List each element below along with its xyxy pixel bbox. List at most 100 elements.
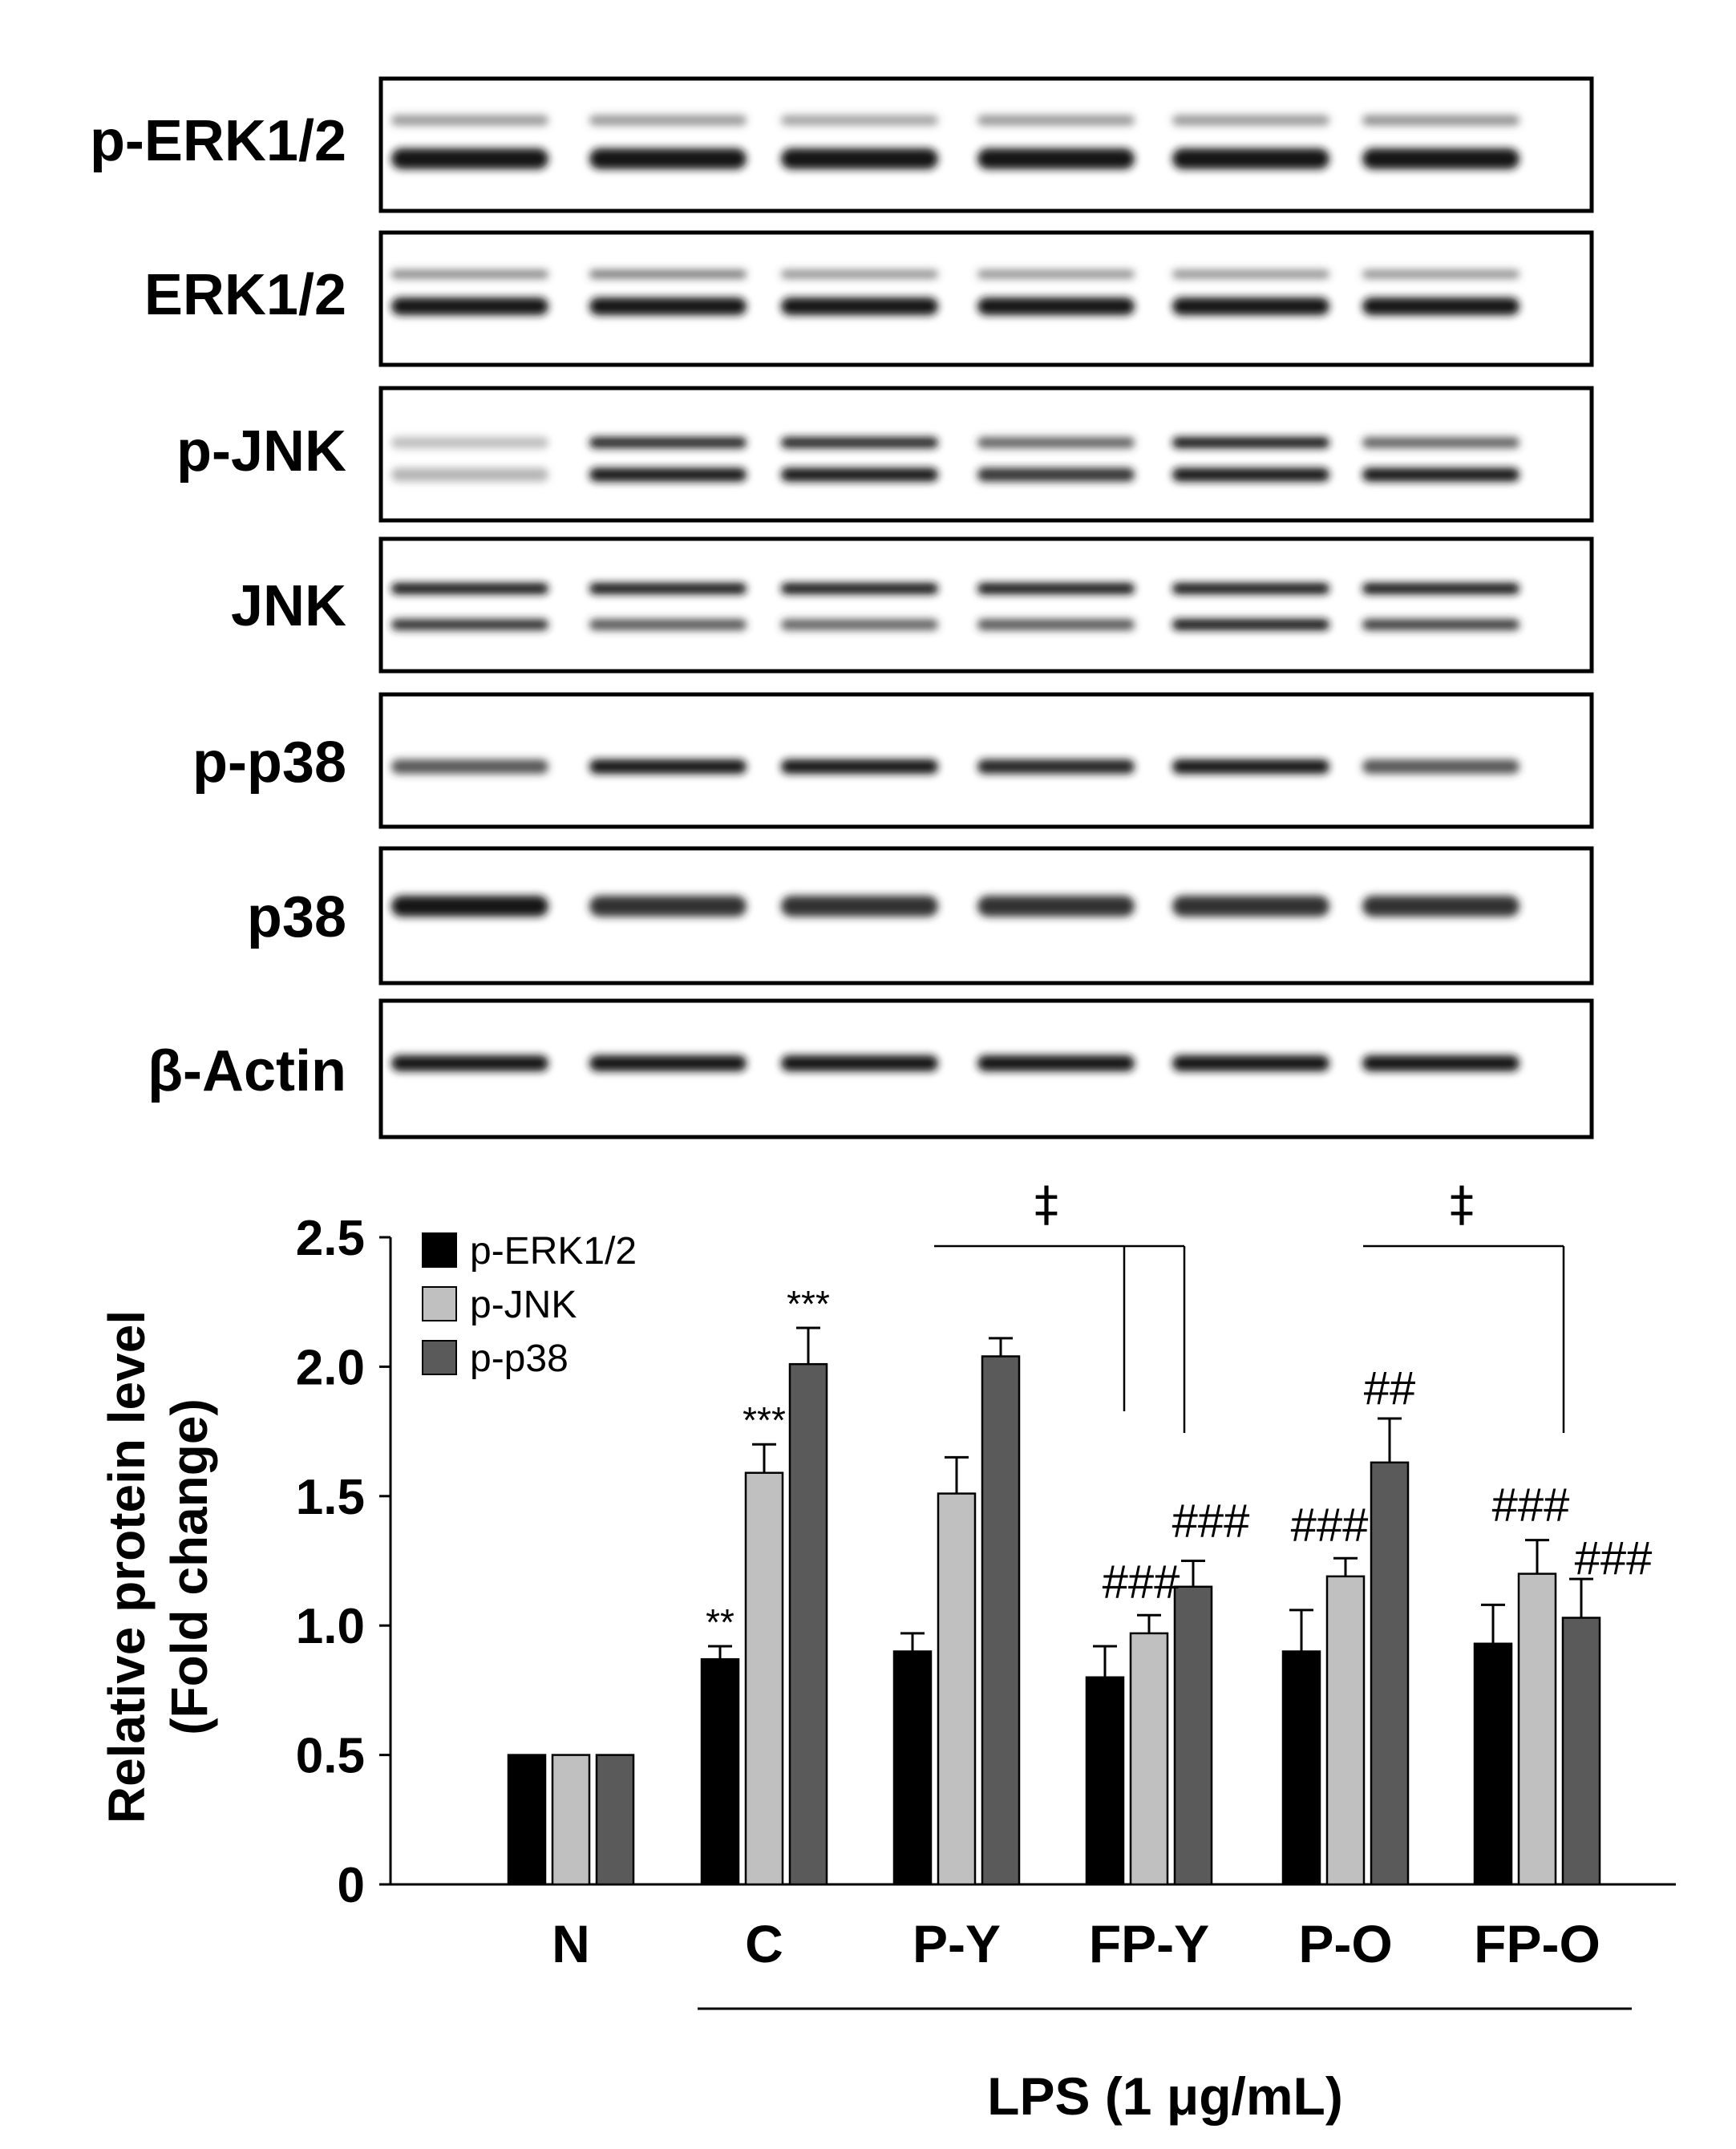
band (977, 896, 1135, 917)
y-tick-label: 0 (338, 1858, 365, 1913)
blot-actin-bands (391, 1055, 1520, 1071)
band (391, 619, 548, 630)
legend-label: p-ERK1/2 (470, 1230, 637, 1273)
blot-jnk-label: JNK (231, 574, 346, 638)
blot-p38-bands (391, 896, 1520, 917)
significance-mark: ## (1364, 1362, 1416, 1414)
band (977, 148, 1135, 169)
blot-p-erk1-2-row: p-ERK1/2 (90, 76, 1594, 213)
band (781, 115, 938, 126)
bar-p-jnk-p-y (937, 1492, 977, 1886)
blot-p-jnk-frame (378, 386, 1594, 523)
blot-actin-label: β-Actin (148, 1039, 346, 1103)
legend-label: p-JNK (470, 1284, 577, 1326)
legend-swatch (422, 1232, 457, 1268)
bar-p-erk1-2-p-o (1281, 1650, 1321, 1886)
y-tick-label: 2.5 (296, 1211, 365, 1266)
band (1172, 896, 1329, 917)
x-category-label: P-Y (913, 1914, 1001, 1973)
x-category-label: P-O (1298, 1914, 1392, 1973)
band (589, 1055, 747, 1071)
band (589, 269, 747, 279)
band (781, 297, 938, 315)
comparison-bracket: ‡ (934, 1176, 1186, 1433)
significance-mark: ** (706, 1601, 734, 1643)
blot-erk1-2-row: ERK1/2 (144, 230, 1594, 367)
lps-treatment-label: LPS (1 μg/mL) (987, 2066, 1343, 2126)
blot-p-jnk-label: p-JNK (176, 419, 346, 484)
band (589, 297, 747, 315)
band (1362, 148, 1520, 169)
blot-jnk-row: JNK (231, 536, 1594, 674)
band (1172, 583, 1329, 594)
bar-p-p38-fp-o (1561, 1617, 1601, 1886)
band (1362, 269, 1520, 279)
band (781, 269, 938, 279)
band (977, 437, 1135, 448)
band (589, 437, 747, 448)
band (1172, 1055, 1329, 1071)
band (1362, 437, 1520, 448)
bar-p-p38-fp-y (1173, 1585, 1213, 1886)
band (1362, 896, 1520, 917)
blot-jnk-bands (391, 583, 1520, 630)
blot-p-p38-label: p-p38 (192, 730, 346, 795)
band (977, 759, 1135, 774)
y-tick-label: 0.5 (296, 1729, 365, 1784)
blot-p-erk1-2-frame (378, 76, 1594, 213)
band (391, 297, 548, 315)
blot-erk1-2-label: ERK1/2 (144, 263, 346, 327)
legend-swatch (422, 1286, 457, 1321)
bar-p-jnk-c (744, 1471, 784, 1886)
band (589, 115, 747, 126)
band (1172, 619, 1329, 630)
band (589, 467, 747, 482)
significance-mark: *** (743, 1399, 786, 1441)
band (391, 437, 548, 448)
bracket-symbol: ‡ (1450, 1176, 1474, 1232)
band (1362, 759, 1520, 774)
band (977, 619, 1135, 630)
x-category-label: C (745, 1914, 783, 1973)
blot-p-jnk-bands (391, 437, 1520, 482)
band (1362, 1055, 1520, 1071)
legend-swatch (422, 1340, 457, 1375)
band (391, 896, 548, 917)
band (977, 297, 1135, 315)
significance-mark: ### (1291, 1499, 1369, 1551)
bar-p-jnk-p-o (1325, 1575, 1366, 1886)
band (1362, 583, 1520, 594)
band (589, 583, 747, 594)
band (391, 269, 548, 279)
blot-p-jnk-row: p-JNK (176, 386, 1594, 523)
band (1362, 619, 1520, 630)
band (1172, 759, 1329, 774)
western-blot-panel: p-ERK1/2 ERK1/2 p-JNK JNK p-p38 p38 β-Actin (90, 76, 1594, 1139)
bar-p-erk1-2-p-y (892, 1650, 933, 1886)
band (1362, 297, 1520, 315)
band (977, 1055, 1135, 1071)
y-tick-label: 1.5 (296, 1470, 365, 1525)
x-category-label: FP-O (1474, 1914, 1600, 1973)
band (781, 1055, 938, 1071)
significance-mark: ### (1103, 1556, 1180, 1608)
band (1172, 269, 1329, 279)
blot-p38-row: p38 (247, 846, 1594, 985)
x-category-label: N (552, 1914, 590, 1973)
significance-mark: *** (787, 1283, 830, 1325)
y-tick-label: 2.0 (296, 1340, 365, 1395)
band (391, 583, 548, 594)
band (977, 115, 1135, 126)
band (781, 896, 938, 917)
bar-p-erk1-2-fp-y (1085, 1676, 1125, 1886)
legend-label: p-p38 (470, 1338, 569, 1380)
blot-p-erk1-2-label: p-ERK1/2 (90, 109, 346, 173)
x-category-label: FP-Y (1089, 1914, 1209, 1973)
y-axis-title-line: (Fold change) (160, 1398, 218, 1735)
blot-p-p38-row: p-p38 (192, 692, 1594, 829)
y-axis-title-line: Relative protein level (98, 1310, 156, 1823)
band (589, 148, 747, 169)
band (391, 759, 548, 774)
blot-actin-row: β-Actin (148, 998, 1594, 1139)
